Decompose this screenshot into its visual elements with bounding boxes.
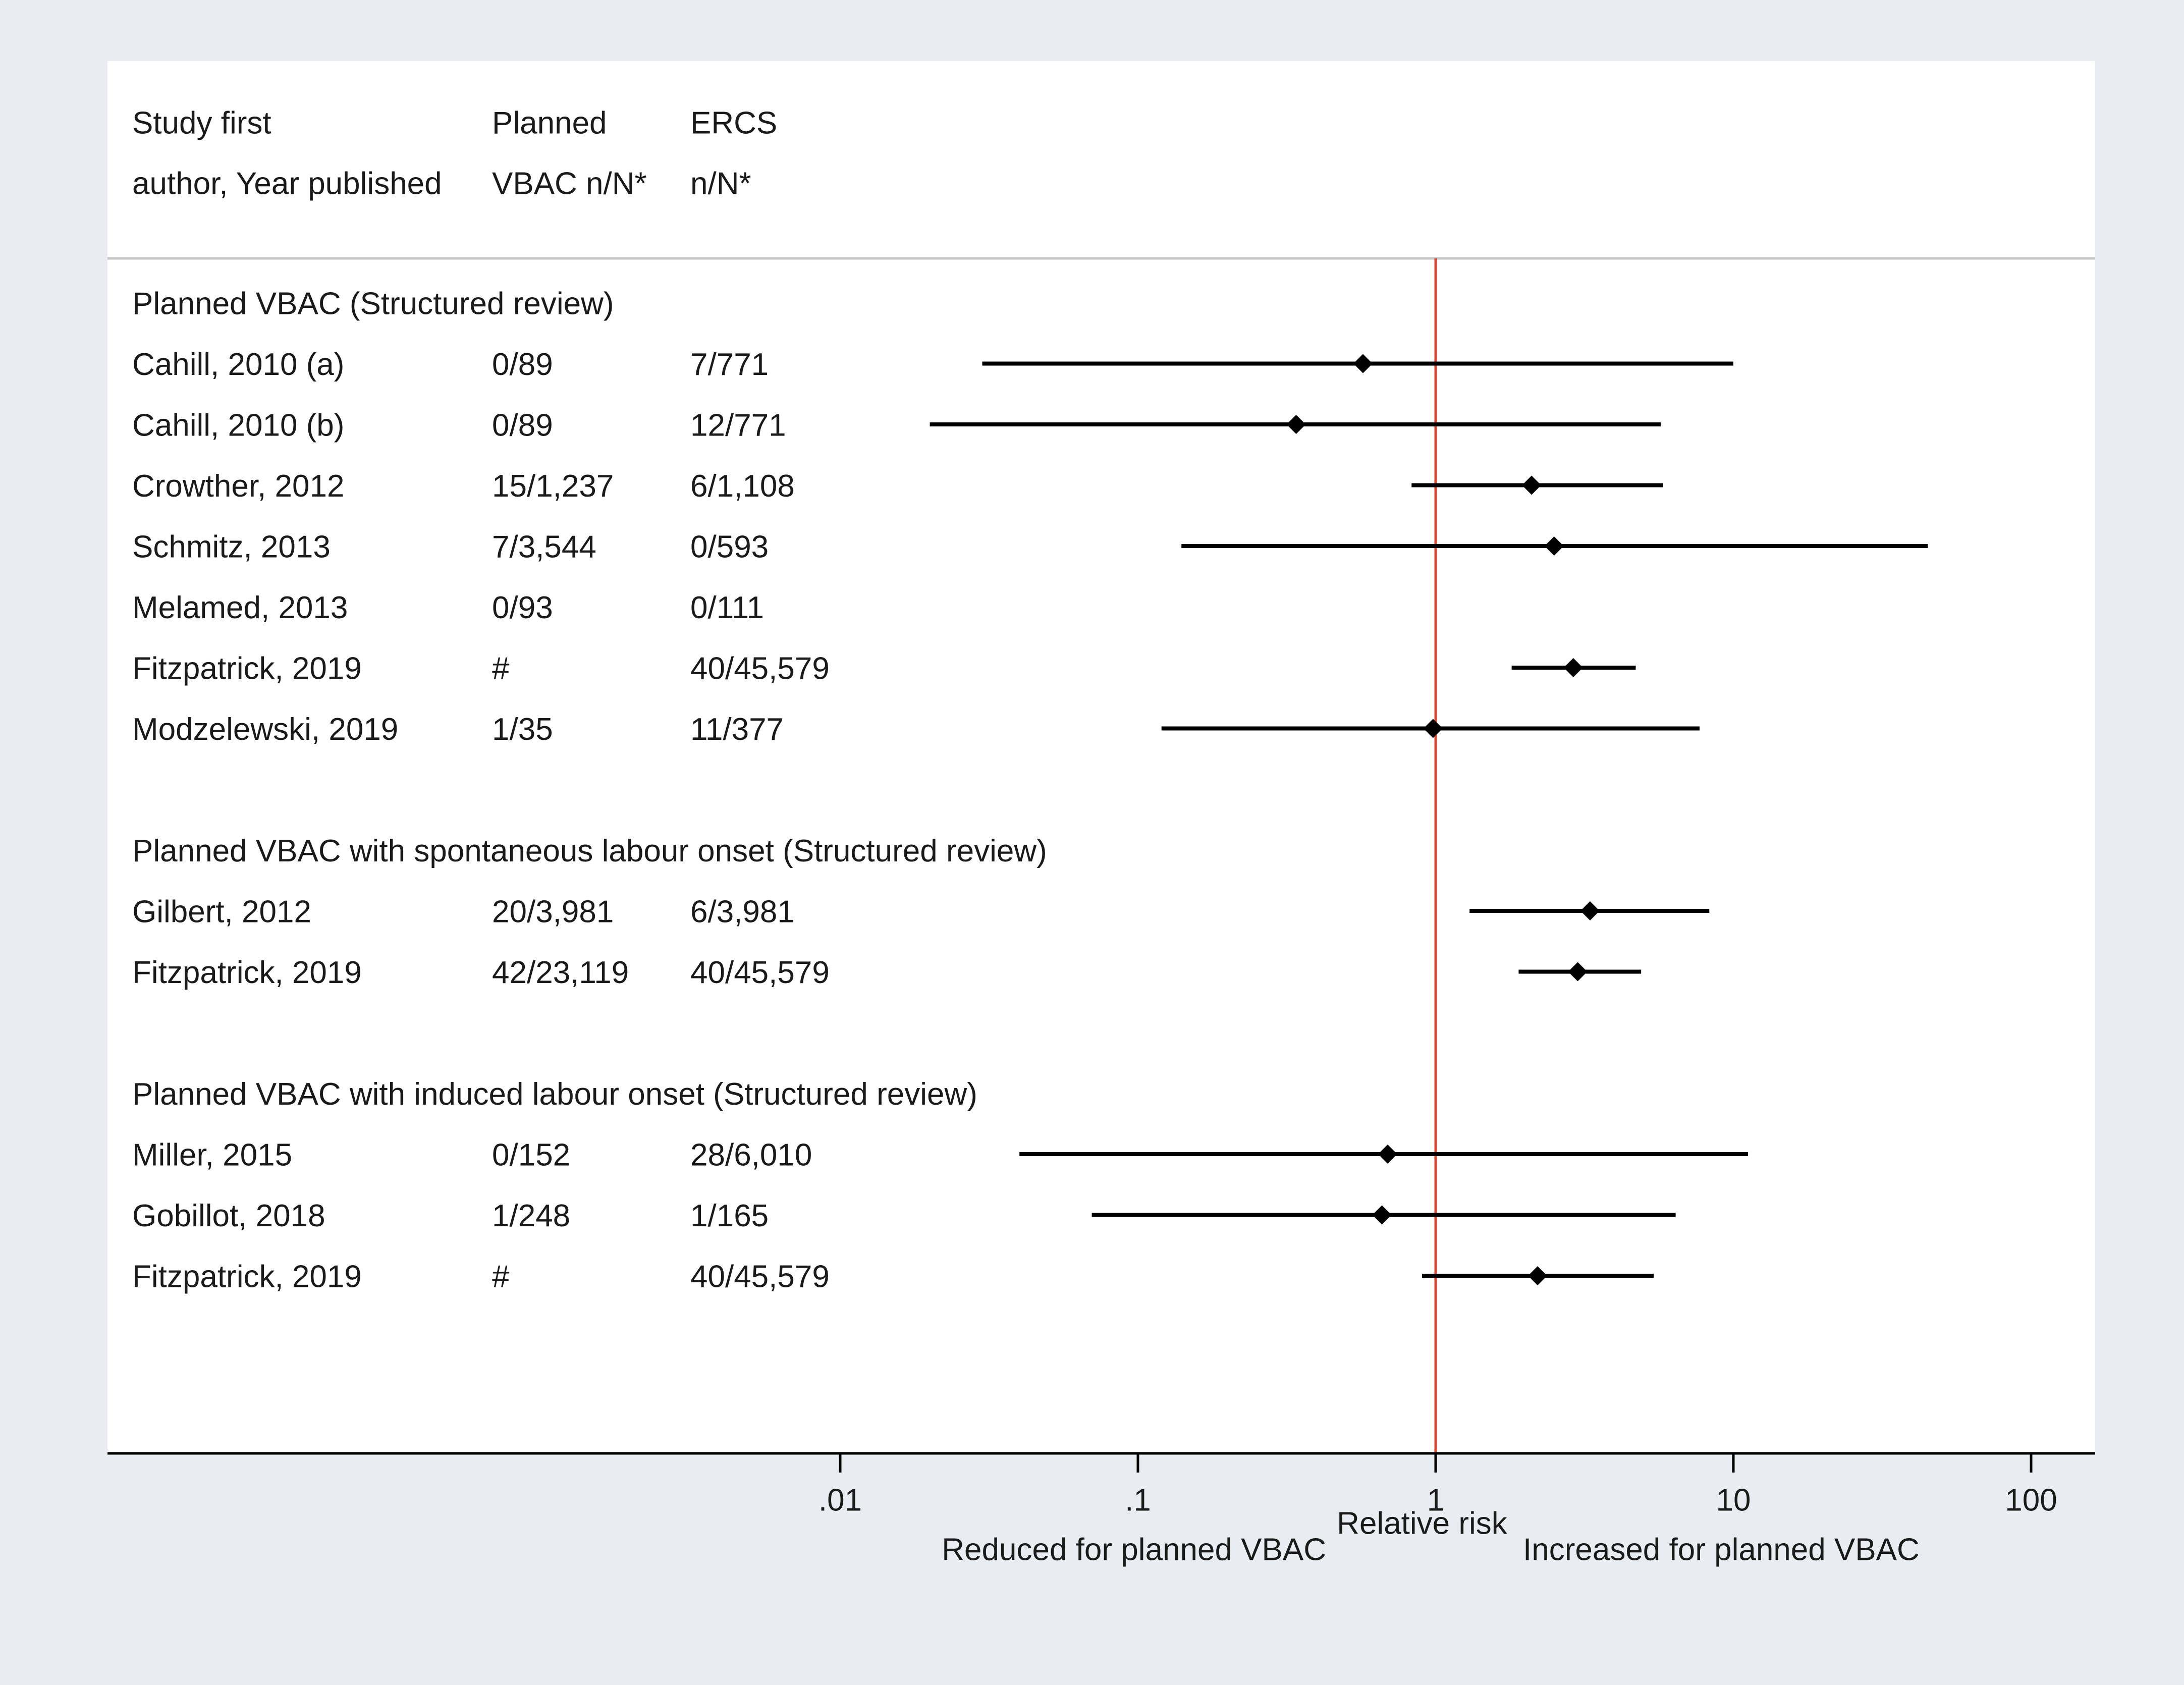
right-annotation: Increased for planned VBAC (1523, 1532, 1920, 1567)
group-title: Planned VBAC with spontaneous labour ons… (132, 834, 1047, 868)
ercs-count: 40/45,579 (690, 1259, 830, 1294)
ercs-count: 7/771 (690, 347, 769, 382)
study-label: Gobillot, 2018 (132, 1199, 325, 1233)
x-axis-tick-label: 1 (1427, 1483, 1444, 1517)
x-axis-tick-label: 10 (1716, 1483, 1751, 1517)
planned-vbac-count: 0/93 (492, 590, 553, 625)
point-estimate (1286, 415, 1306, 434)
planned-vbac-count: 42/23,119 (492, 955, 629, 990)
ercs-count: 40/45,579 (690, 955, 830, 990)
group-title: Planned VBAC with induced labour onset (… (132, 1077, 977, 1112)
point-estimate (1568, 962, 1588, 982)
ercs-count: 12/771 (690, 408, 786, 443)
point-estimate (1528, 1266, 1548, 1285)
ercs-column-header: n/N* (690, 166, 751, 201)
planned-column-header: Planned (492, 105, 607, 140)
point-estimate (1580, 901, 1600, 920)
x-axis-tick-label: .1 (1125, 1483, 1151, 1517)
planned-vbac-count: 1/248 (492, 1199, 570, 1233)
x-axis-title: Relative risk (1337, 1506, 1508, 1541)
point-estimate (1353, 354, 1373, 373)
ercs-column-header: ERCS (690, 105, 777, 140)
ercs-count: 6/3,981 (690, 894, 795, 929)
planned-vbac-count: 15/1,237 (492, 469, 614, 504)
ercs-count: 11/377 (690, 712, 784, 747)
ercs-count: 6/1,108 (690, 469, 795, 504)
point-estimate (1378, 1145, 1397, 1164)
study-label: Miller, 2015 (132, 1137, 292, 1172)
study-label: Cahill, 2010 (b) (132, 408, 344, 443)
ercs-count: 40/45,579 (690, 651, 830, 686)
ercs-count: 1/165 (690, 1199, 769, 1233)
study-label: Fitzpatrick, 2019 (132, 1259, 362, 1294)
study-label: Fitzpatrick, 2019 (132, 651, 362, 686)
x-axis-tick-label: .01 (818, 1483, 862, 1517)
group-title: Planned VBAC (Structured review) (132, 286, 614, 321)
study-label: Fitzpatrick, 2019 (132, 955, 362, 990)
point-estimate (1522, 475, 1542, 495)
study-label: Gilbert, 2012 (132, 894, 311, 929)
ercs-count: 0/593 (690, 529, 769, 564)
study-column-header: author, Year published (132, 166, 442, 201)
planned-column-header: VBAC n/N* (492, 166, 647, 201)
ercs-count: 28/6,010 (690, 1137, 812, 1172)
study-label: Schmitz, 2013 (132, 529, 331, 564)
planned-vbac-count: 0/89 (492, 408, 553, 443)
planned-vbac-count: # (492, 651, 510, 686)
planned-vbac-count: 20/3,981 (492, 894, 614, 929)
point-estimate (1372, 1205, 1392, 1225)
planned-vbac-count: 1/35 (492, 712, 553, 747)
point-estimate (1544, 536, 1564, 556)
planned-vbac-count: 0/89 (492, 347, 553, 382)
point-estimate (1563, 658, 1583, 677)
study-label: Modzelewski, 2019 (132, 712, 398, 747)
study-column-header: Study first (132, 105, 271, 140)
x-axis-tick-label: 100 (2005, 1483, 2057, 1517)
study-label: Cahill, 2010 (a) (132, 347, 344, 382)
study-label: Crowther, 2012 (132, 469, 344, 504)
planned-vbac-count: 7/3,544 (492, 529, 596, 564)
left-annotation: Reduced for planned VBAC (942, 1532, 1326, 1567)
planned-vbac-count: 0/152 (492, 1137, 570, 1172)
point-estimate (1423, 719, 1443, 738)
study-label: Melamed, 2013 (132, 590, 348, 625)
planned-vbac-count: # (492, 1259, 510, 1294)
ercs-count: 0/111 (690, 590, 764, 625)
chart-panel (107, 61, 2095, 1453)
